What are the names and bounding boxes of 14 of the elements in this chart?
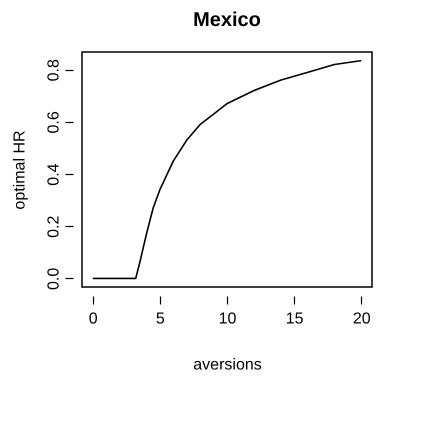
- x-tick-label: 5: [156, 310, 165, 328]
- y-tick-label: 0.2: [46, 216, 62, 238]
- y-tick-label: 0.0: [46, 268, 62, 290]
- x-axis-title: aversions: [193, 356, 262, 374]
- y-tick-label: 0.8: [46, 59, 62, 82]
- line-series: [92, 60, 362, 280]
- y-tick-label: 0.6: [46, 111, 62, 134]
- chart-title: Mexico: [193, 9, 261, 31]
- x-tick-label: 20: [352, 310, 371, 328]
- x-tick-label: 0: [88, 310, 98, 328]
- y-axis-title: optimal HR: [12, 130, 28, 210]
- x-tick-label: 15: [286, 310, 304, 328]
- x-tick-label: 10: [218, 310, 236, 328]
- y-tick-label: 0.4: [46, 163, 62, 186]
